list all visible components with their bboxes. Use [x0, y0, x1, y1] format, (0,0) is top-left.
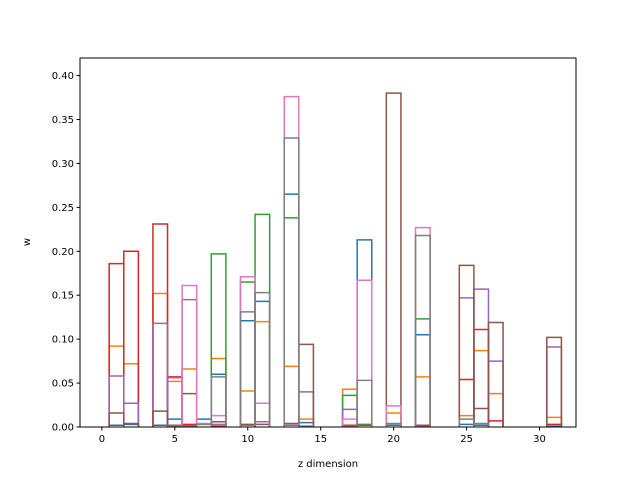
- y-axis-label: w: [22, 238, 33, 246]
- y-tick-label: 0.40: [52, 71, 74, 82]
- y-tick-label: 0.15: [52, 291, 74, 302]
- x-tick-label: 30: [533, 434, 546, 445]
- step-bar-s7-x26: [473, 422, 490, 427]
- axis-layer: 0 5 10 15 20 25 30 0.00 0.05 0.10 0.15 0.20 0.25 0.30…: [52, 71, 546, 445]
- series-7: [166, 137, 490, 427]
- x-tick-label: 15: [314, 434, 327, 445]
- y-tick-label: 0.05: [52, 379, 74, 390]
- step-bar-s5-x1: [108, 412, 125, 427]
- y-tick-label: 0.00: [52, 423, 74, 434]
- x-axis-label: z dimension: [298, 459, 358, 470]
- step-bar-s4-x4: [152, 322, 169, 427]
- plot-frame: [79, 57, 577, 428]
- step-bar-s6-x18: [356, 279, 373, 427]
- step-bar-s6-x6: [181, 284, 198, 427]
- step-bar-s3-x2: [123, 250, 140, 427]
- step-bar-s5-x2: [123, 422, 140, 427]
- step-bar-s5-x4: [152, 410, 169, 427]
- step-bar-s7-x20: [385, 422, 402, 427]
- step-bar-s7-x11: [254, 291, 271, 427]
- step-bar-s4-x1: [108, 375, 125, 427]
- step-bar-s5-x27: [487, 321, 504, 427]
- x-tick-label: 20: [387, 434, 400, 445]
- step-bar-s2-x8: [210, 253, 227, 427]
- step-bar-s5-x31: [546, 336, 563, 427]
- step-bar-s7-x8: [210, 376, 227, 427]
- step-bar-s6-x20: [385, 405, 402, 427]
- x-tick-label: 10: [241, 434, 254, 445]
- step-bar-s7-x18: [356, 379, 373, 427]
- step-bar-s5-x20: [385, 92, 402, 427]
- plot-area: [80, 58, 576, 427]
- y-tick-label: 0.20: [52, 247, 74, 258]
- x-tick-label: 25: [460, 434, 473, 445]
- y-tick-label: 0.30: [52, 159, 74, 170]
- series-layer: [108, 92, 563, 427]
- y-tick-label: 0.35: [52, 115, 74, 126]
- step-bar-s5-x25: [458, 264, 475, 427]
- x-tick-label: 5: [172, 434, 178, 445]
- y-tick-label: 0.10: [52, 335, 74, 346]
- x-tick-label: 0: [99, 434, 105, 445]
- y-tick-label: 0.25: [52, 203, 74, 214]
- step-bar-s7-x13: [283, 137, 300, 427]
- step-bar-s7-x22: [414, 234, 431, 427]
